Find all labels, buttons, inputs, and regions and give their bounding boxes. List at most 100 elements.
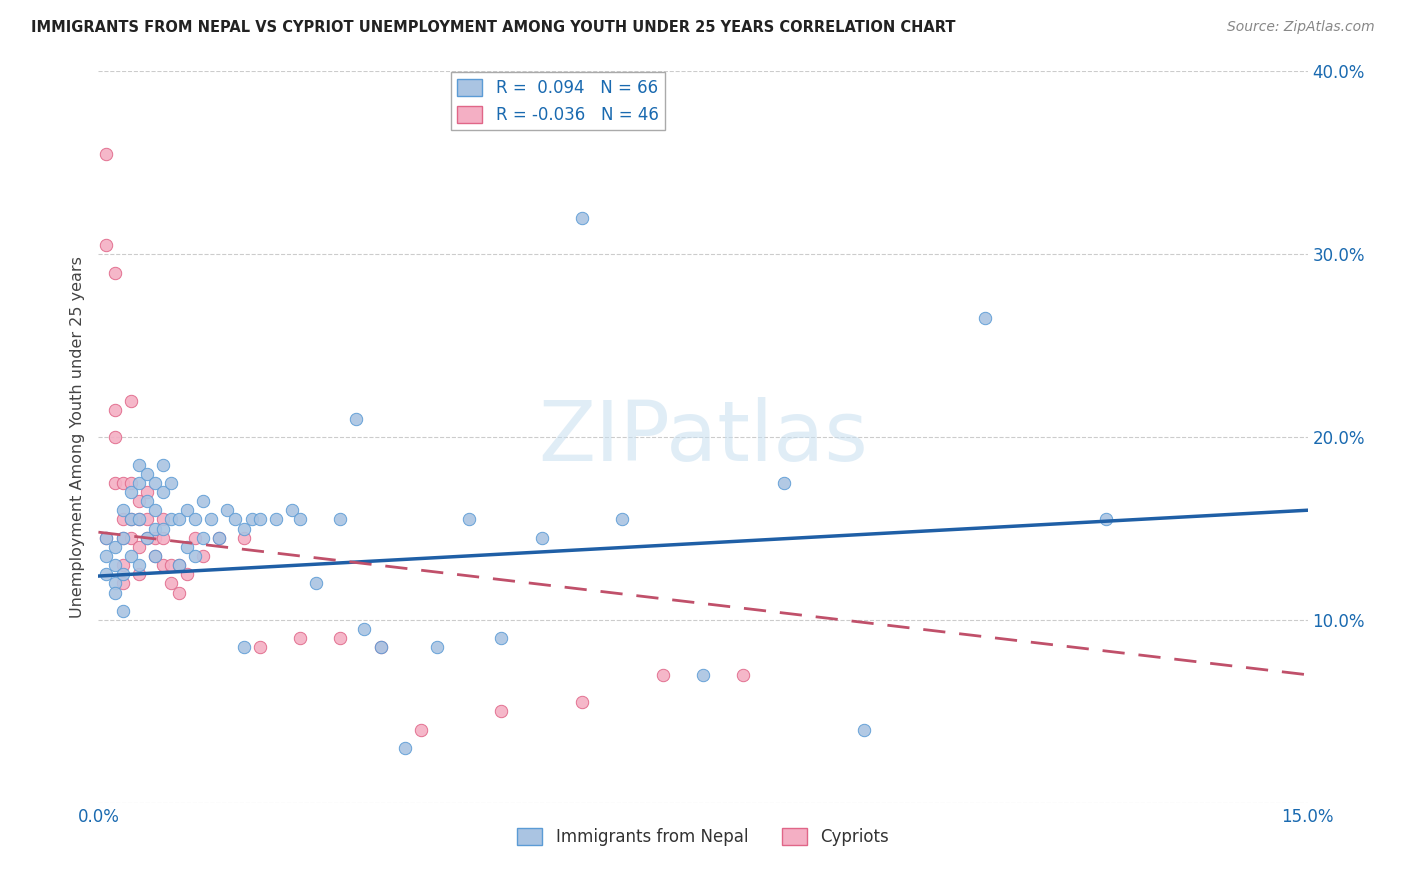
Point — [103, 475, 125, 490]
Point — [103, 430, 125, 444]
Point — [128, 494, 150, 508]
Text: ZIPatlas: ZIPatlas — [538, 397, 868, 477]
Point — [329, 512, 352, 526]
Point — [143, 549, 166, 563]
Point — [152, 512, 174, 526]
Point — [1095, 512, 1118, 526]
Point — [184, 549, 207, 563]
Point — [160, 475, 183, 490]
Point — [409, 723, 432, 737]
Point — [120, 512, 142, 526]
Point — [128, 512, 150, 526]
Point — [152, 531, 174, 545]
Point — [103, 576, 125, 591]
Point — [120, 531, 142, 545]
Point — [111, 604, 134, 618]
Point — [249, 640, 271, 655]
Point — [120, 549, 142, 563]
Point — [111, 531, 134, 545]
Point — [184, 531, 207, 545]
Point — [167, 512, 190, 526]
Point — [135, 531, 157, 545]
Point — [103, 585, 125, 599]
Point — [193, 531, 215, 545]
Point — [111, 512, 134, 526]
Point — [128, 512, 150, 526]
Point — [135, 512, 157, 526]
Point — [143, 531, 166, 545]
Text: IMMIGRANTS FROM NEPAL VS CYPRIOT UNEMPLOYMENT AMONG YOUTH UNDER 25 YEARS CORRELA: IMMIGRANTS FROM NEPAL VS CYPRIOT UNEMPLO… — [31, 20, 956, 35]
Point — [96, 531, 118, 545]
Point — [128, 458, 150, 472]
Point — [111, 567, 134, 582]
Point — [128, 567, 150, 582]
Point — [974, 311, 997, 326]
Point — [193, 494, 215, 508]
Point — [128, 558, 150, 573]
Point — [184, 512, 207, 526]
Point — [160, 576, 183, 591]
Point — [167, 558, 190, 573]
Point — [224, 512, 246, 526]
Point — [152, 521, 174, 535]
Point — [120, 512, 142, 526]
Point — [143, 521, 166, 535]
Point — [281, 503, 304, 517]
Point — [111, 531, 134, 545]
Point — [167, 585, 190, 599]
Point — [288, 512, 311, 526]
Point — [208, 531, 231, 545]
Point — [111, 576, 134, 591]
Point — [152, 558, 174, 573]
Point — [232, 531, 254, 545]
Point — [152, 458, 174, 472]
Point — [135, 531, 157, 545]
Point — [491, 632, 513, 646]
Point — [853, 723, 876, 737]
Legend: Immigrants from Nepal, Cypriots: Immigrants from Nepal, Cypriots — [510, 822, 896, 853]
Point — [111, 475, 134, 490]
Point — [96, 146, 118, 161]
Point — [103, 266, 125, 280]
Point — [176, 503, 198, 517]
Point — [96, 531, 118, 545]
Point — [651, 667, 673, 681]
Point — [394, 740, 416, 755]
Point — [353, 622, 375, 636]
Point — [176, 540, 198, 554]
Point — [329, 632, 352, 646]
Point — [458, 512, 481, 526]
Text: Source: ZipAtlas.com: Source: ZipAtlas.com — [1227, 20, 1375, 34]
Point — [370, 640, 392, 655]
Point — [571, 211, 593, 225]
Point — [612, 512, 634, 526]
Point — [240, 512, 263, 526]
Point — [491, 705, 513, 719]
Point — [128, 540, 150, 554]
Point — [103, 558, 125, 573]
Point — [344, 412, 367, 426]
Point — [249, 512, 271, 526]
Point — [167, 558, 190, 573]
Point — [208, 531, 231, 545]
Point — [96, 567, 118, 582]
Point — [111, 503, 134, 517]
Point — [128, 475, 150, 490]
Point — [152, 485, 174, 500]
Point — [135, 467, 157, 481]
Point — [111, 558, 134, 573]
Y-axis label: Unemployment Among Youth under 25 years: Unemployment Among Youth under 25 years — [70, 256, 86, 618]
Point — [426, 640, 449, 655]
Point — [96, 549, 118, 563]
Point — [143, 549, 166, 563]
Point — [120, 485, 142, 500]
Point — [120, 475, 142, 490]
Point — [143, 475, 166, 490]
Point — [232, 521, 254, 535]
Point — [176, 567, 198, 582]
Point — [733, 667, 755, 681]
Point — [143, 503, 166, 517]
Point — [232, 640, 254, 655]
Point — [692, 667, 714, 681]
Point — [200, 512, 222, 526]
